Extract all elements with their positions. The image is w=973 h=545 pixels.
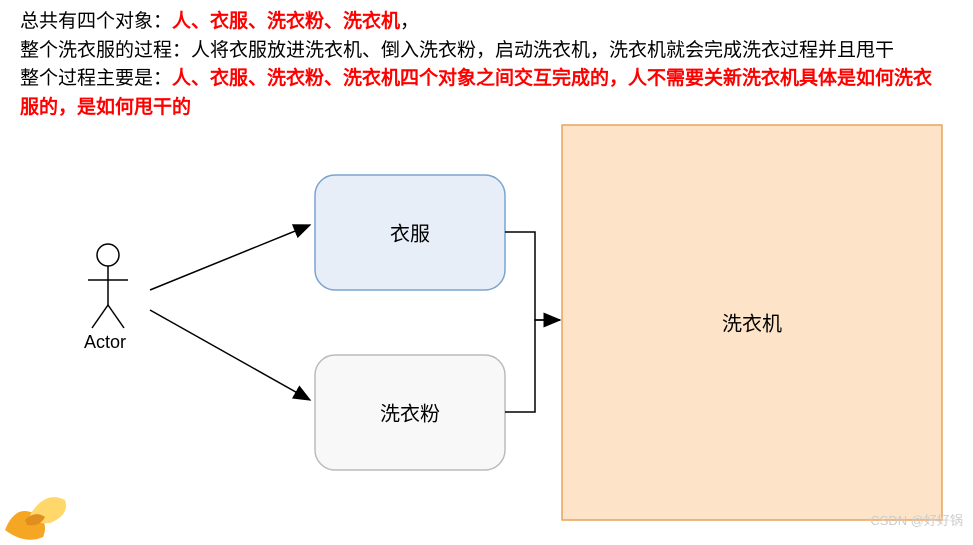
- line2: 整个洗衣服的过程：人将衣服放进洗衣机、倒入洗衣粉，启动洗衣机，洗衣机就会完成洗衣…: [20, 40, 894, 61]
- edge-actor-detergent: [150, 310, 310, 400]
- detergent-label: 洗衣粉: [380, 398, 440, 427]
- watermark: CSDN @好好锅: [870, 510, 963, 529]
- description-text: 总共有四个对象：人、衣服、洗衣粉、洗衣机， 整个洗衣服的过程：人将衣服放进洗衣机…: [20, 8, 933, 122]
- clothes-label: 衣服: [390, 218, 430, 247]
- edge-clothes-washer: [505, 232, 560, 320]
- line1-prefix: 总共有四个对象：: [20, 11, 172, 32]
- line1-objects: 人、衣服、洗衣粉、洗衣机: [172, 11, 400, 32]
- line1-comma: ，: [400, 11, 419, 32]
- actor-label: Actor: [84, 332, 126, 353]
- edge-actor-clothes: [150, 225, 310, 290]
- line3-prefix: 整个过程主要是：: [20, 68, 172, 89]
- washer-label: 洗衣机: [722, 308, 782, 337]
- actor-icon: [88, 244, 128, 328]
- edge-detergent-washer: [505, 320, 560, 412]
